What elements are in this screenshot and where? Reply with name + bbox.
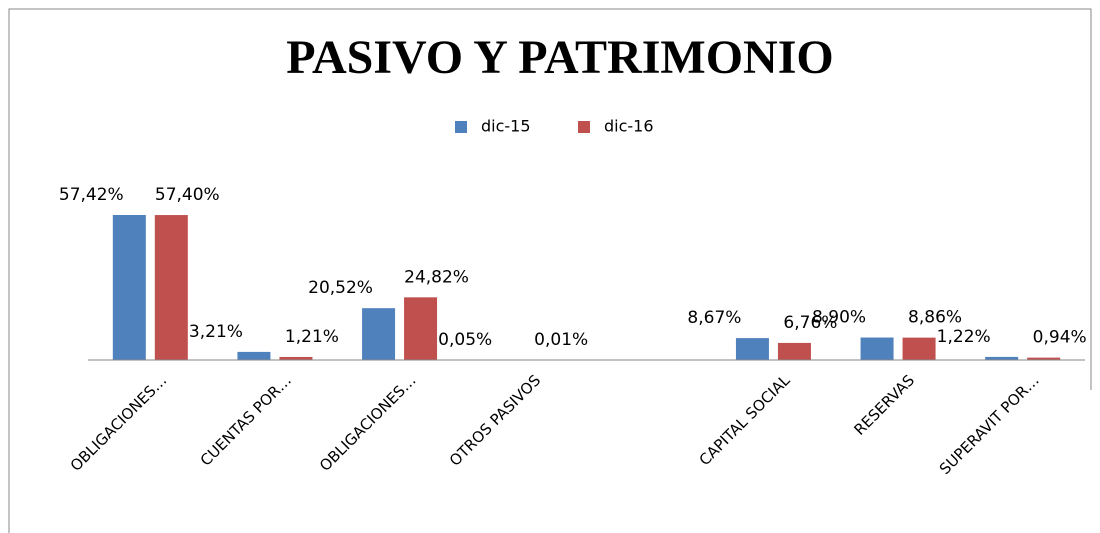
bar xyxy=(902,337,936,360)
data-label: 8,86% xyxy=(908,308,962,328)
bar xyxy=(860,337,894,360)
bar xyxy=(112,215,146,360)
bar xyxy=(735,338,769,360)
legend-swatch xyxy=(578,121,590,133)
x-tick-label: CAPITAL SOCIAL xyxy=(696,371,794,469)
legend-label: dic-16 xyxy=(604,117,654,136)
data-label: 6,76% xyxy=(783,313,837,333)
bar xyxy=(362,308,396,360)
x-tick-label: OTROS PASIVOS xyxy=(446,371,544,469)
x-tick-label: CUENTAS POR… xyxy=(197,371,295,469)
data-label: 1,21% xyxy=(285,327,339,347)
data-label: 20,52% xyxy=(308,278,373,298)
data-label: 1,22% xyxy=(937,327,991,347)
data-label: 0,01% xyxy=(534,330,588,350)
legend-label: dic-15 xyxy=(481,117,531,136)
chart-frame xyxy=(8,8,1092,533)
bar xyxy=(279,356,313,360)
bar xyxy=(777,342,811,360)
bar xyxy=(985,356,1019,360)
chart-title: PASIVO Y PATRIMONIO xyxy=(286,31,833,84)
x-tick-label: OBLIGACIONES… xyxy=(67,371,171,475)
data-label: 0,94% xyxy=(1033,328,1087,348)
bar xyxy=(237,351,271,360)
bar xyxy=(1027,357,1061,360)
x-tick-label: OBLIGACIONES… xyxy=(316,371,420,475)
x-tick-label: SUPERAVIT POR… xyxy=(936,371,1043,478)
data-label: 3,21% xyxy=(189,322,243,342)
data-label: 0,05% xyxy=(438,330,492,350)
data-label: 57,40% xyxy=(155,185,220,205)
legend-swatch xyxy=(455,121,467,133)
x-tick-label: RESERVAS xyxy=(850,371,918,439)
data-label: 24,82% xyxy=(404,267,469,287)
data-label: 57,42% xyxy=(59,185,124,205)
bar xyxy=(404,297,438,360)
bar xyxy=(154,215,188,360)
data-label: 8,90% xyxy=(812,308,866,328)
data-label: 8,67% xyxy=(687,308,741,328)
